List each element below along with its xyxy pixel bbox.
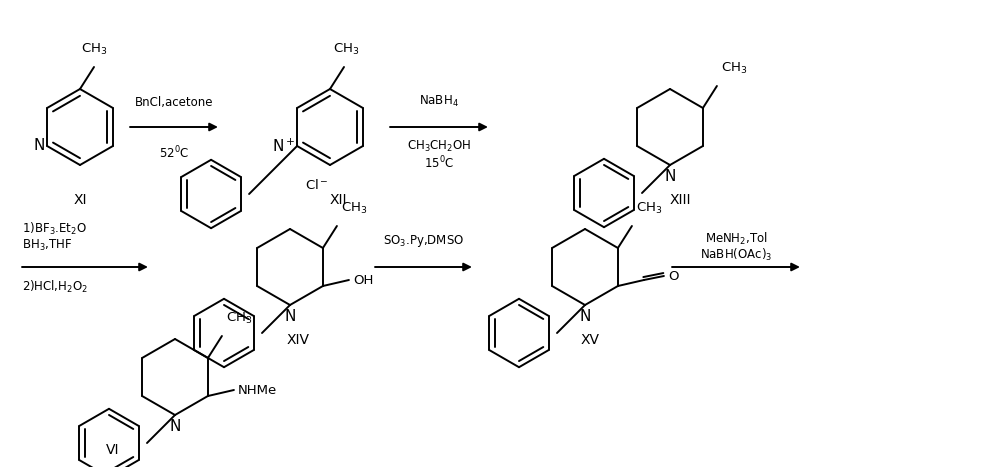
Text: CH$_3$: CH$_3$ [333, 42, 359, 57]
Text: N: N [579, 309, 591, 324]
Text: SO$_3$.Py,DMSO: SO$_3$.Py,DMSO [383, 233, 465, 249]
Text: XIV: XIV [287, 333, 310, 347]
Text: NHMe: NHMe [238, 383, 277, 396]
Text: CH$_3$: CH$_3$ [81, 42, 107, 57]
Text: O: O [668, 269, 678, 283]
Text: XIII: XIII [669, 193, 691, 207]
Text: XII: XII [329, 193, 347, 207]
Text: VI: VI [106, 443, 120, 457]
Text: XI: XI [73, 193, 87, 207]
Text: 52$^0$C: 52$^0$C [159, 145, 189, 162]
Text: 15$^0$C: 15$^0$C [424, 155, 454, 171]
Text: CH$_3$: CH$_3$ [636, 201, 662, 216]
Text: N: N [284, 309, 296, 324]
Text: XV: XV [580, 333, 600, 347]
Text: CH$_3$: CH$_3$ [226, 311, 252, 326]
Text: BH$_3$,THF: BH$_3$,THF [22, 238, 72, 253]
Text: N: N [34, 139, 45, 154]
Text: N: N [664, 169, 676, 184]
Text: 2)HCl,H$_2$O$_2$: 2)HCl,H$_2$O$_2$ [22, 279, 88, 295]
Text: CH$_3$: CH$_3$ [341, 201, 367, 216]
Text: NaBH$_4$: NaBH$_4$ [419, 94, 459, 109]
Text: 1)BF$_3$.Et$_2$O: 1)BF$_3$.Et$_2$O [22, 221, 87, 237]
Text: NaBH(OAc)$_3$: NaBH(OAc)$_3$ [700, 247, 772, 263]
Text: CH$_3$CH$_2$OH: CH$_3$CH$_2$OH [407, 139, 471, 154]
Text: BnCl,acetone: BnCl,acetone [135, 96, 213, 109]
Text: CH$_3$: CH$_3$ [721, 61, 747, 76]
Text: Cl$^-$: Cl$^-$ [305, 178, 329, 192]
Text: N: N [169, 419, 181, 434]
Text: MeNH$_2$,Tol: MeNH$_2$,Tol [705, 231, 767, 247]
Text: N$^+$: N$^+$ [272, 137, 295, 155]
Text: OH: OH [353, 274, 373, 286]
